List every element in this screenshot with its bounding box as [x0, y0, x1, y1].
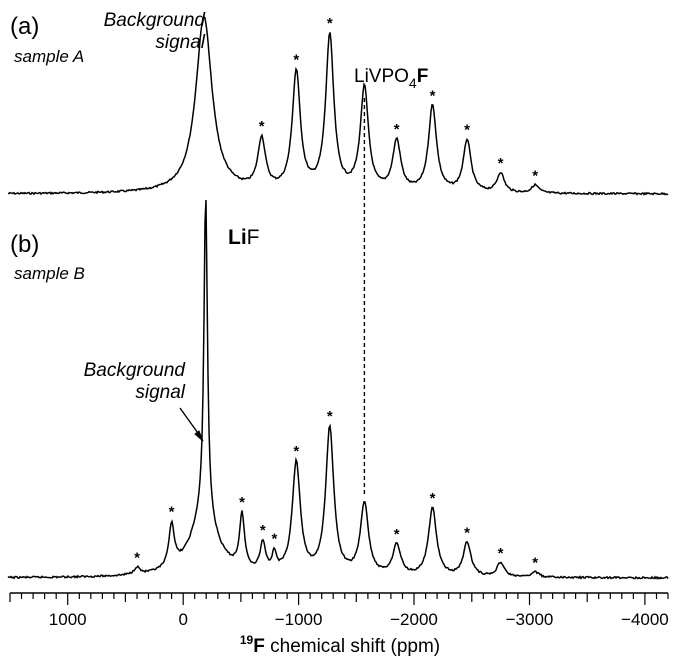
asterisk-b-6: *: [271, 530, 277, 547]
x-tick-label--4000: −4000: [621, 610, 669, 629]
x-tick-label-0: 0: [178, 610, 187, 629]
lif-li: Li: [228, 226, 247, 249]
spectrum-line-b: [7, 200, 669, 580]
x-tick-label--1000: −1000: [275, 610, 323, 629]
x-axis-label-nucleus: F: [253, 636, 265, 657]
background-arrow-head: [194, 430, 204, 442]
asterisk-a-1: *: [259, 118, 265, 135]
panel-b-background-line2: signal: [135, 382, 185, 403]
panel-a-sample-label: sample A: [14, 47, 84, 66]
asterisk-b-8: *: [327, 408, 333, 425]
asterisk-b-0: *: [134, 549, 140, 566]
panel-b-sample-label: sample B: [14, 264, 85, 283]
panel-a-label: (a): [10, 13, 39, 40]
asterisk-b-13: *: [498, 545, 504, 562]
peak-label-subscript: 4: [409, 75, 417, 91]
panel-a-background-line2: signal: [155, 32, 205, 53]
x-axis-label: 19F chemical shift (ppm): [240, 633, 440, 657]
x-axis: 1000 0 −1000 −2000 −3000 −4000: [9, 592, 669, 629]
spectrum-line-a: [7, 15, 669, 196]
asterisk-b-1: *: [169, 504, 175, 521]
x-tick-label--3000: −3000: [506, 610, 554, 629]
asterisk-a-2: *: [293, 51, 299, 68]
x-tick-label-1000: 1000: [49, 610, 87, 629]
panel-b-background-line1: Background: [84, 360, 187, 381]
asterisk-b-5: *: [260, 522, 266, 539]
x-axis-label-text: chemical shift (ppm): [265, 636, 440, 657]
asterisk-a-7: *: [464, 122, 470, 139]
peak-label-formula: LiVPO: [354, 66, 409, 87]
background-arrow-shaft: [179, 407, 201, 437]
panel-a-peak-label: LiVPO4F: [354, 66, 428, 91]
asterisk-a-3: *: [327, 15, 333, 32]
x-tick-label--2000: −2000: [390, 610, 438, 629]
spectrum-curves: [7, 15, 669, 580]
asterisk-a-8: *: [498, 155, 504, 172]
asterisk-b-4: *: [239, 494, 245, 511]
x-axis-label-superscript: 19: [240, 633, 254, 647]
panel-a-background-line1: Background: [104, 10, 207, 31]
panel-b-label: (b): [10, 231, 39, 258]
asterisk-b-11: *: [430, 490, 436, 507]
asterisk-b-10: *: [394, 526, 400, 543]
asterisk-a-9: *: [532, 168, 538, 185]
peak-label-bold: F: [417, 66, 429, 87]
asterisk-a-6: *: [430, 87, 436, 104]
lif-f: F: [247, 226, 260, 249]
panel-b-lif-label: LiF: [228, 226, 260, 249]
spinning-sideband-markers: * * * * * * * * * * * * * * * * * * * *: [134, 15, 538, 572]
asterisk-b-7: *: [293, 443, 299, 460]
asterisk-a-5: *: [394, 121, 400, 138]
asterisk-b-14: *: [532, 555, 538, 572]
asterisk-b-12: *: [464, 524, 470, 541]
